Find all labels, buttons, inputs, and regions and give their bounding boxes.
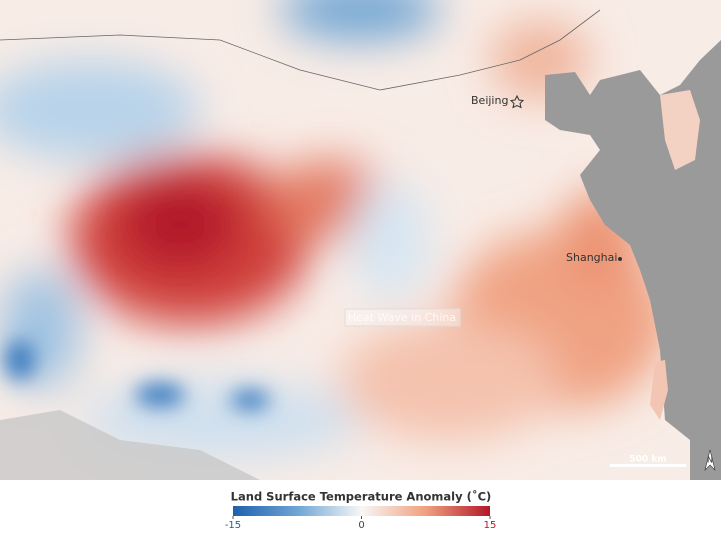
- map: Beijing Shanghai Heat Wave in China 500 …: [0, 0, 721, 480]
- tick-label: -15: [225, 520, 241, 531]
- colorbar: [233, 506, 490, 516]
- cold-patches: [5, 340, 270, 410]
- capital-star: [509, 94, 525, 109]
- taiwan: [650, 360, 668, 420]
- korea: [660, 90, 700, 170]
- scale-bar: [610, 464, 686, 467]
- border: [0, 9, 601, 91]
- scale-label: 500 km: [629, 455, 666, 465]
- city-label: Shanghai: [566, 251, 617, 264]
- north-label: N: [707, 456, 713, 465]
- city-dot: [618, 257, 622, 261]
- watermark: Heat Wave in China: [348, 311, 456, 324]
- north-arrow: [704, 449, 716, 471]
- anomaly-field: [0, 0, 670, 460]
- tick-label: 15: [484, 520, 497, 531]
- watermark-box: [344, 308, 461, 327]
- tick-label: 0: [358, 520, 364, 531]
- city-label: Beijing: [471, 94, 508, 107]
- legend-title: Land Surface Temperature Anomaly (˚C): [231, 489, 492, 504]
- outside-area: [0, 410, 260, 480]
